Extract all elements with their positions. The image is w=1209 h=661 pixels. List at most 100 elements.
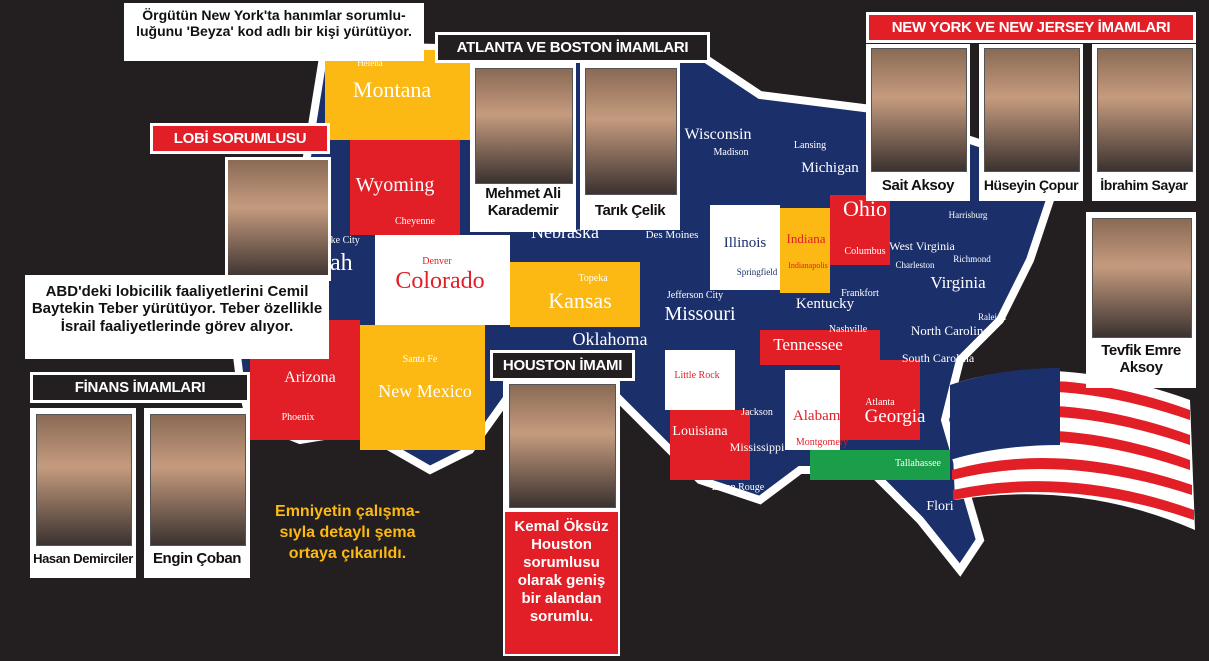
photo (984, 48, 1080, 172)
state-indiana (780, 208, 830, 293)
photo (585, 68, 677, 195)
state-label: Springfield (737, 267, 778, 277)
note-line: ortaya çıkarıldı. (288, 544, 407, 562)
photo (871, 48, 967, 172)
state-label: Indiana (787, 231, 826, 246)
photo (1097, 48, 1193, 172)
state-label: Oklahoma (573, 329, 648, 349)
name-line: Tevfik Emre (1101, 342, 1181, 359)
state-label: Denver (422, 256, 452, 267)
state-label: Charleston (896, 260, 935, 270)
state-label: Georgia (865, 406, 926, 427)
state-label: Lansing (794, 140, 826, 151)
desc-line: olarak geniş (517, 572, 606, 589)
photo (509, 384, 616, 508)
group-title: NEW YORK VE NEW JERSEY İMAMLARI (866, 12, 1196, 43)
name-line: Karademir (487, 201, 559, 219)
photo (225, 157, 331, 281)
state-label: Des Moines (646, 229, 699, 241)
name-line: İbrahim Sayar (1100, 177, 1188, 193)
state-label: Alabama (793, 408, 847, 424)
state-label: Jackson (741, 407, 773, 418)
note-box: Örgütün New York'ta hanımlar sorumlu- lu… (124, 3, 424, 61)
state-label: ake City (326, 235, 360, 246)
desc-line: Houston (531, 536, 592, 553)
person-name: İbrahim Sayar (1092, 177, 1196, 193)
desc-line: bir alandan (521, 590, 602, 607)
state-wyoming (350, 140, 460, 235)
state-georgia (840, 360, 920, 440)
note-line: ABD'deki lobicilik faaliyetlerini Cemil (45, 283, 309, 300)
note-line: Baytekin Teber yürütüyor. Teber özellikl… (31, 300, 323, 318)
description-box: Kemal Öksüz Houston sorumlusu olarak gen… (503, 510, 620, 656)
name-line: Mehmet Ali (485, 185, 561, 202)
state-label: Indianapolis (788, 261, 828, 270)
name-line: Hüseyin Çopur (983, 177, 1079, 193)
state-montana (325, 50, 485, 140)
person-name: Hasan Demirciler (30, 551, 136, 566)
state-label: Louisiana (672, 424, 728, 439)
state-label: Jefferson City (667, 290, 723, 301)
state-illinois (710, 205, 780, 290)
desc-line: sorumlusu (523, 554, 600, 571)
note-line: İsrail faaliyetlerinde görev alıyor. (60, 317, 294, 335)
state-label: Colorado (395, 268, 484, 294)
state-ohio (830, 195, 890, 265)
state-label: Topeka (578, 273, 608, 284)
state-label: Mississippi (730, 440, 785, 454)
name-line: Tarık Çelik (594, 202, 666, 219)
state-label: Raleigh (978, 312, 1006, 322)
state-label: Kansas (548, 288, 612, 313)
note-line: sıyla detaylı şema (279, 523, 416, 541)
photo (150, 414, 246, 546)
state-label: Tennessee (773, 335, 843, 354)
state-kansas (510, 262, 640, 327)
note-text: Emniyetin çalışma- sıyla detaylı şema or… (265, 502, 430, 564)
name-line: Sait Aksoy (881, 177, 955, 194)
person-name: Engin Çoban (144, 550, 250, 568)
state-label: New Mexico (378, 381, 471, 401)
state-label: Wyoming (356, 174, 435, 196)
state-colorado (375, 235, 510, 325)
note-line: Örgütün New York'ta hanımlar sorumlu- (142, 7, 406, 23)
state-label: Michigan (801, 160, 859, 176)
state-label: Helena (357, 58, 382, 68)
state-label: Tallahassee (895, 458, 942, 469)
note-box: ABD'deki lobicilik faaliyetlerini Cemil … (25, 275, 329, 359)
group-title: LOBİ SORUMLUSU (150, 123, 330, 154)
group-title: HOUSTON İMAMI (490, 350, 635, 381)
state-label: Montana (353, 77, 431, 102)
state-label: Virginia (930, 273, 986, 292)
name-line: Hasan Demirciler (33, 551, 133, 566)
state-label: Phoenix (282, 412, 315, 423)
state-label: Wisconsin (685, 126, 752, 143)
photo (475, 68, 573, 184)
state-label: Little Rock (674, 370, 719, 381)
state-label: Madison (714, 147, 749, 158)
person-name: Tevfik Emre Aksoy (1086, 342, 1196, 376)
desc-line: Kemal Öksüz (514, 518, 609, 535)
state-label: Missouri (664, 303, 736, 325)
state-louisiana (670, 410, 750, 480)
state-label: Harrisburg (949, 210, 988, 220)
state-label: Richmond (953, 254, 991, 264)
state-label: Arkansas (665, 383, 725, 400)
state-label: Frankfort (841, 288, 879, 299)
photo (36, 414, 132, 546)
group-title: ATLANTA VE BOSTON İMAMLARI (435, 32, 710, 63)
state-label: Arizona (284, 369, 336, 386)
state-arkansas (665, 350, 735, 410)
state-label: West Virginia (889, 239, 955, 253)
us-flag (950, 368, 1195, 530)
desc-line: sorumlu. (529, 608, 594, 625)
state-label: Nashville (829, 324, 868, 335)
person-name: Mehmet Ali Karademir (470, 185, 576, 219)
group-title: FİNANS İMAMLARI (30, 372, 250, 403)
state-label: South Carolina (902, 351, 975, 365)
state-label: Montgomery (796, 437, 848, 448)
state-label: North Carolina (911, 323, 990, 338)
state-alabama (785, 370, 840, 450)
state-label: Kentucky (796, 296, 855, 312)
